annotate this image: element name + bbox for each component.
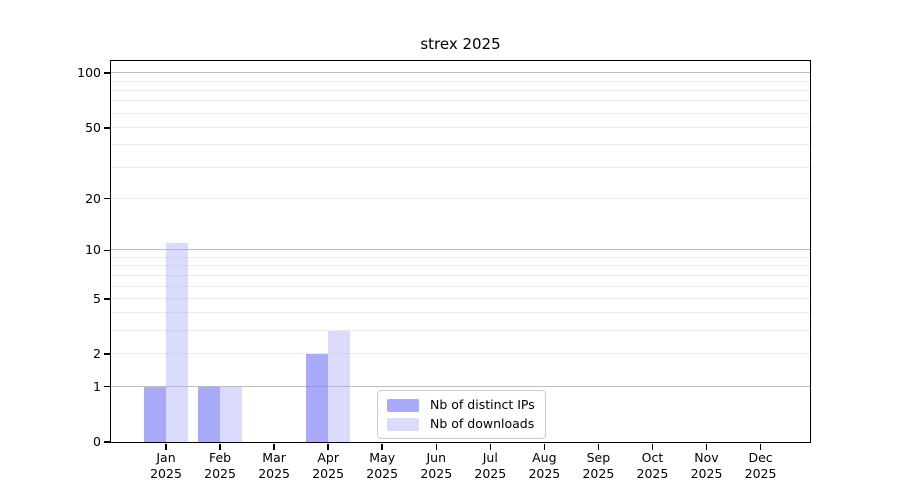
gridline-minor [111,285,810,287]
x-tick-label: Jun 2025 [420,450,453,481]
x-tick-label: Dec 2025 [744,450,777,481]
gridline-minor [111,80,810,82]
y-tick [103,298,110,300]
y-tick [103,249,110,252]
gridline-major [111,249,810,251]
y-tick-label: 0 [93,434,101,449]
gridline-minor [111,126,810,128]
y-tick [103,72,110,74]
x-tick [597,443,600,450]
y-tick-label: 100 [77,65,101,81]
x-tick [651,443,654,450]
x-tick-label: Jan 2025 [150,450,182,481]
x-tick-label: May 2025 [366,450,399,481]
x-tick-label: Sep 2025 [582,450,615,481]
x-tick-label: Mar 2025 [258,450,290,481]
bar-downloads-feb [220,386,243,442]
gridline-minor [111,89,810,91]
bar-downloads-apr [328,331,351,442]
plot-area: Nb of distinct IPs Nb of downloads 0 1 2 5 10… [77,60,811,481]
legend-entry-distinct-ips: Nb of distinct IPs [387,398,535,412]
gridline-minor [111,353,810,355]
legend: Nb of distinct IPs Nb of downloads [377,390,546,439]
gridline-minor [111,166,810,168]
y-tick [103,441,110,443]
y-tick-label: 5 [93,290,101,306]
bar-distinct-ips-apr [306,354,329,442]
x-tick-label: Apr 2025 [312,450,345,481]
bar-downloads-jan [166,243,188,442]
gridline-minor [111,112,810,114]
gridline-minor [111,312,810,314]
y-tick [103,127,110,129]
legend-entry-downloads: Nb of downloads [387,417,535,431]
x-tick [219,443,221,450]
bar-distinct-ips-jan [144,386,166,442]
x-tick [381,443,383,450]
x-tick [165,443,167,450]
x-tick-label: Feb 2025 [204,450,236,481]
chart-title: strex 2025 [420,35,501,53]
gridline-minor [111,257,810,258]
legend-swatch-distinct-ips [387,398,419,412]
x-tick-label: Oct 2025 [636,450,669,481]
x-tick-label: Nov 2025 [690,450,723,481]
x-tick [705,443,708,450]
gridline-major [111,72,810,74]
legend-label-distinct-ips: Nb of distinct IPs [430,397,535,412]
bar-distinct-ips-feb [198,386,221,442]
gridline-minor [111,197,810,199]
y-tick-label: 50 [85,119,101,135]
y-tick [103,197,110,200]
gridline-minor [111,330,810,332]
y-tick-label: 1 [93,378,101,394]
x-tick [273,443,275,450]
y-tick [103,385,110,388]
gridline-major [111,385,810,387]
x-tick-label: Jul 2025 [474,450,507,481]
gridline-minor [111,100,810,102]
gridline-minor [111,144,810,146]
legend-label-downloads: Nb of downloads [430,416,535,431]
legend-swatch-downloads [387,417,419,431]
x-tick [543,443,546,450]
y-tick-label: 10 [85,242,101,258]
gridline-minor [111,274,810,276]
y-tick-label: 20 [85,190,101,206]
x-tick-label: Aug 2025 [528,450,561,481]
gridline-minor [111,265,810,267]
gridline-minor [111,297,810,299]
x-tick [327,443,329,450]
x-tick [759,443,762,450]
x-tick [435,443,437,450]
y-tick [103,353,110,355]
y-tick-label: 2 [93,346,101,362]
x-tick [489,443,492,450]
